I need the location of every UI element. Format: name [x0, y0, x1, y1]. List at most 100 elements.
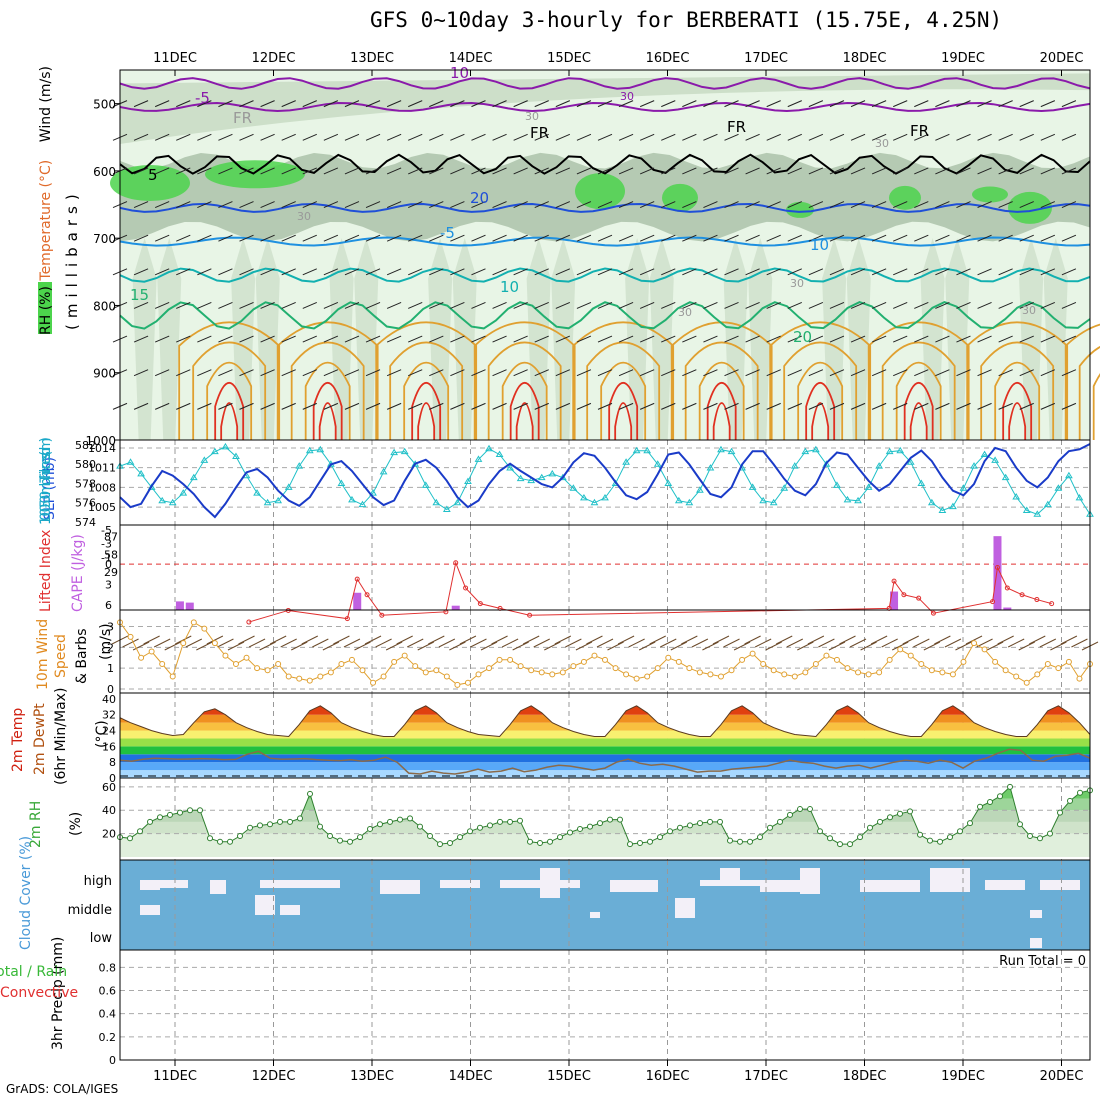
rh-band: [120, 786, 1090, 799]
wind-barb: [1039, 638, 1057, 648]
warm-contour: [966, 321, 1069, 440]
date-label-bottom: 15DEC: [547, 1069, 591, 1084]
data-point: [327, 669, 334, 676]
date-label-top: 20DEC: [1040, 51, 1084, 66]
wind-barb: [260, 201, 275, 209]
wind-barb: [977, 369, 992, 377]
wind-barb: [893, 100, 908, 108]
contour-label: FR: [910, 122, 929, 140]
warm-contour: [473, 321, 576, 440]
temp-ylabel-1: 2m Temp: [10, 708, 26, 772]
contour-label: 10: [500, 278, 519, 296]
data-point: [159, 661, 166, 667]
date-label-top: 18DEC: [843, 51, 887, 66]
data-point: [477, 824, 483, 831]
wind-barb: [681, 635, 698, 645]
warm-contour: [487, 341, 562, 440]
wind-barb: [850, 133, 866, 141]
wind-barb: [291, 641, 308, 651]
data-point: [960, 658, 967, 665]
data-point: [1022, 506, 1031, 513]
wind-barb: [450, 268, 465, 276]
wind-barb: [408, 268, 423, 276]
data-point: [802, 669, 809, 676]
data-point: [867, 824, 873, 831]
wind-barb: [428, 635, 445, 645]
wind-barb: [850, 167, 866, 175]
data-point: [971, 640, 978, 647]
wind-barb: [703, 167, 718, 175]
warm-contour: [797, 361, 844, 440]
wind-barb: [597, 234, 613, 242]
wind-barb: [765, 641, 782, 651]
data-point: [400, 447, 409, 455]
date-label-top: 11DEC: [153, 51, 197, 66]
data-point: [547, 838, 553, 845]
wind-barb: [301, 635, 319, 645]
wind-barb: [661, 402, 676, 410]
data-point: [857, 834, 863, 841]
cloud-gap: [255, 895, 275, 915]
data-point: [843, 495, 852, 503]
wind-barb: [682, 301, 697, 309]
wind-barb: [354, 641, 371, 651]
data-point: [696, 486, 704, 493]
wind-barb: [1061, 133, 1077, 141]
wind-barb: [302, 167, 317, 175]
data-point: [464, 477, 472, 485]
data-point: [317, 823, 323, 830]
wind-barb: [344, 201, 360, 209]
temp-band: [120, 738, 1090, 747]
rh-shade-column: [452, 238, 477, 440]
data-point: [367, 825, 373, 832]
wind-barb: [935, 402, 950, 410]
data-point: [148, 648, 155, 655]
contour-label: 20: [470, 189, 489, 207]
wind-barb: [986, 641, 1004, 651]
wind-barb: [281, 234, 296, 242]
data-point: [284, 483, 293, 490]
data-point: [457, 834, 463, 841]
data-point: [665, 654, 672, 661]
wind-barb: [628, 638, 645, 648]
data-point: [253, 489, 261, 496]
li-tick-label: -5: [101, 524, 112, 537]
rh-ylabel-unit: (%): [68, 812, 84, 836]
wind-barb: [492, 335, 507, 343]
data-point: [263, 498, 272, 506]
temp-tick-label: 40: [102, 693, 116, 706]
wind-barb: [565, 638, 582, 648]
rh-green-patch: [205, 160, 305, 189]
precip-tick-label: 0.4: [99, 1008, 117, 1021]
wind-barb: [956, 268, 971, 276]
data-point: [433, 667, 440, 674]
wind-barb: [513, 402, 528, 410]
wind-barb: [239, 369, 254, 377]
wind-barb: [661, 167, 676, 175]
wind-barb: [513, 234, 528, 242]
data-point: [632, 446, 641, 454]
wind-barb: [365, 402, 381, 410]
wind-barb: [176, 167, 191, 175]
data-point: [947, 834, 953, 841]
rh-band: [120, 810, 1090, 822]
wind-barb: [196, 641, 213, 651]
wind-barb: [323, 167, 339, 175]
wind-barb: [607, 641, 624, 651]
data-point: [507, 656, 514, 663]
wind-barb: [197, 133, 212, 141]
wind-barb: [218, 301, 233, 309]
wind-barb: [935, 335, 950, 343]
data-point: [1067, 797, 1073, 804]
li-point: [527, 612, 533, 618]
wind-barb: [534, 100, 549, 108]
warm-contour: [895, 361, 942, 440]
data-point: [907, 652, 914, 659]
data-point: [317, 673, 324, 680]
cape-bar: [890, 591, 899, 610]
wind-barb: [786, 638, 804, 648]
cape-tick-label: 29: [104, 566, 118, 579]
data-point: [548, 469, 557, 477]
data-point: [316, 445, 325, 453]
wind-barb: [555, 133, 571, 141]
